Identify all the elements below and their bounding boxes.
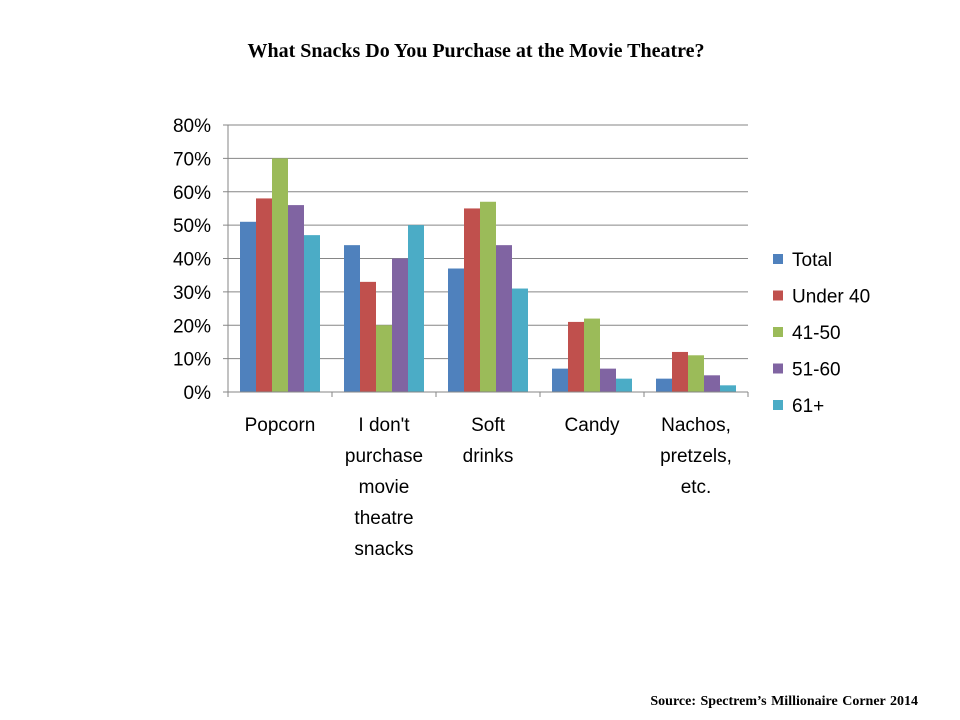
legend-swatch bbox=[773, 290, 783, 301]
x-category-label: Soft drinks bbox=[463, 415, 514, 467]
bar-41-50-3 bbox=[584, 318, 600, 392]
y-tick-label: 40% bbox=[173, 250, 211, 271]
bar-61--3 bbox=[616, 378, 632, 392]
x-category-label: I don't purchase movie theatre snacks bbox=[345, 415, 423, 560]
y-tick-label: 60% bbox=[173, 183, 211, 204]
bar-under-40-4 bbox=[672, 351, 688, 392]
legend-label: Under 40 bbox=[792, 287, 870, 308]
y-tick-label: 0% bbox=[184, 383, 212, 404]
legend-swatch bbox=[773, 254, 783, 264]
bar-under-40-3 bbox=[568, 321, 584, 392]
bar-total-2 bbox=[448, 268, 464, 392]
legend-swatch bbox=[773, 363, 783, 374]
bar-under-40-0 bbox=[256, 198, 272, 392]
bar-under-40-2 bbox=[464, 208, 480, 392]
bar-51-60-0 bbox=[288, 205, 304, 392]
bar-under-40-1 bbox=[360, 281, 376, 392]
bar-51-60-3 bbox=[600, 368, 616, 392]
source-note: Source: Spectrem’s Millionaire Corner 20… bbox=[650, 694, 918, 709]
bar-51-60-4 bbox=[704, 375, 720, 392]
bar-total-4 bbox=[656, 378, 672, 392]
bar-51-60-2 bbox=[496, 245, 512, 392]
x-category-label: Nachos, pretzels, etc. bbox=[660, 415, 732, 498]
bar-total-3 bbox=[552, 368, 568, 392]
bar-61--0 bbox=[304, 235, 320, 392]
bar-41-50-2 bbox=[480, 201, 496, 392]
x-category-label: Popcorn bbox=[245, 415, 316, 436]
legend-label: 51-60 bbox=[792, 360, 841, 381]
legend-label: Total bbox=[792, 250, 832, 271]
legend-label: 41-50 bbox=[792, 323, 841, 344]
bar-total-1 bbox=[344, 245, 360, 392]
bar-41-50-1 bbox=[376, 325, 392, 392]
y-tick-label: 10% bbox=[173, 350, 211, 371]
bar-41-50-0 bbox=[272, 158, 288, 392]
bar-61--4 bbox=[720, 385, 736, 392]
chart-title: What Snacks Do You Purchase at the Movie… bbox=[247, 40, 705, 62]
bar-61--1 bbox=[408, 225, 424, 392]
legend-swatch bbox=[773, 400, 783, 410]
legend-swatch bbox=[773, 327, 783, 337]
y-tick-label: 50% bbox=[173, 216, 211, 237]
legend-label: 61+ bbox=[792, 396, 824, 417]
y-tick-label: 80% bbox=[173, 116, 211, 137]
bar-51-60-1 bbox=[392, 258, 408, 392]
grouped-bar-chart: 0% 10% 20% 30% 40% 50% 60% 70% 80% Popcorn I don't… bbox=[173, 116, 870, 560]
bar-61--2 bbox=[512, 288, 528, 392]
bar-41-50-4 bbox=[688, 355, 704, 392]
x-category-label: Candy bbox=[565, 415, 620, 436]
y-tick-label: 30% bbox=[173, 283, 211, 304]
y-tick-label: 20% bbox=[173, 316, 211, 337]
y-tick-label: 70% bbox=[173, 149, 211, 170]
bar-total-0 bbox=[240, 221, 256, 392]
